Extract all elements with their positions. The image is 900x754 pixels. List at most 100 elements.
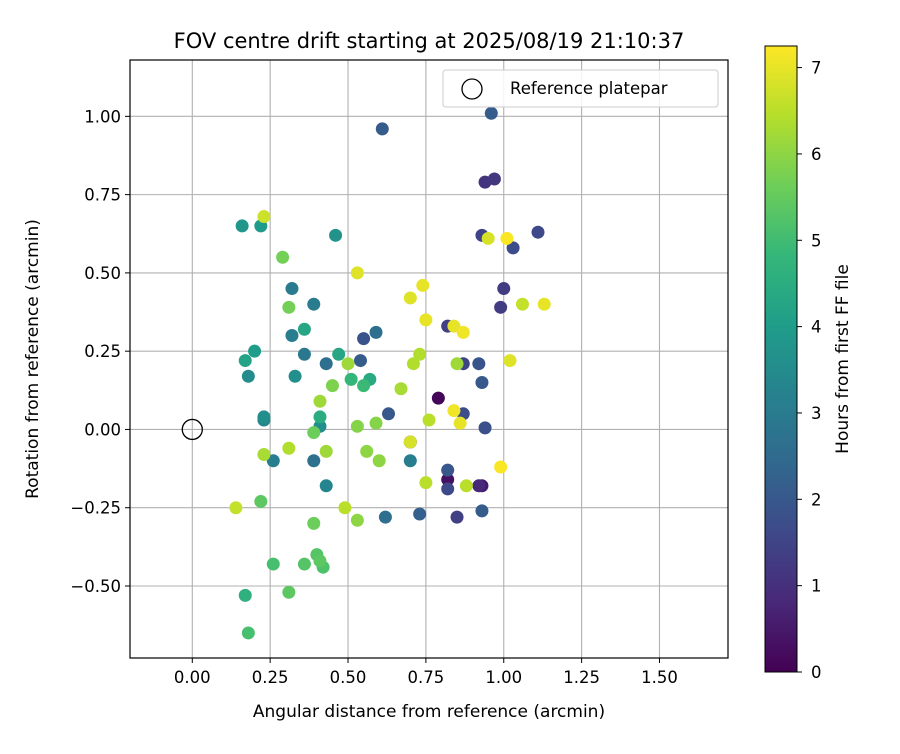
y-tick-label: 0.00 — [84, 420, 121, 439]
data-point — [350, 266, 364, 280]
data-point — [478, 421, 492, 435]
data-point — [475, 504, 489, 518]
data-point — [360, 444, 374, 458]
colorbar-tick-label: 3 — [811, 404, 822, 423]
data-point — [307, 454, 321, 468]
data-point — [307, 297, 321, 311]
data-point — [307, 516, 321, 530]
data-point — [453, 416, 467, 430]
data-point — [515, 297, 529, 311]
data-point — [494, 300, 508, 314]
data-point — [484, 106, 498, 120]
data-point — [319, 444, 333, 458]
data-point — [319, 357, 333, 371]
data-point — [313, 410, 327, 424]
data-point — [503, 354, 517, 368]
data-point — [297, 322, 311, 336]
data-point — [332, 347, 346, 361]
data-point — [285, 282, 299, 296]
data-point — [329, 228, 343, 242]
data-point — [369, 325, 383, 339]
data-point — [282, 300, 296, 314]
x-axis-label: Angular distance from reference (arcmin) — [253, 702, 605, 722]
data-point — [450, 357, 464, 371]
data-point — [537, 297, 551, 311]
y-tick-label: −0.25 — [70, 499, 121, 518]
colorbar-tick-label: 7 — [811, 59, 822, 78]
reference-point-marker — [181, 418, 203, 441]
data-point — [241, 626, 255, 640]
y-tick-label: 0.25 — [84, 342, 121, 361]
data-point — [248, 344, 262, 358]
data-point — [406, 357, 420, 371]
data-point — [282, 441, 296, 455]
data-point — [229, 501, 243, 515]
data-point — [531, 225, 545, 239]
data-point — [431, 391, 445, 405]
data-point — [257, 210, 271, 224]
colorbar-tick-label: 0 — [811, 663, 822, 682]
x-tick-label: 0.25 — [252, 668, 289, 687]
data-point — [350, 419, 364, 433]
data-point — [238, 588, 252, 602]
y-axis-label: Rotation from reference (arcmin) — [23, 219, 43, 499]
data-point — [297, 557, 311, 571]
axis-ticks: 0.00 0.25 0.50 0.75 1.00 1.25 1.50 −0.50 −0.25 0.… — [70, 107, 677, 687]
data-point — [353, 354, 367, 368]
x-tick-label: 1.50 — [641, 668, 678, 687]
data-point — [285, 329, 299, 343]
data-point — [382, 407, 396, 421]
data-point — [307, 426, 321, 440]
data-point — [487, 172, 501, 186]
data-point — [297, 347, 311, 361]
colorbar-tick-label: 1 — [811, 577, 822, 596]
data-point — [266, 454, 280, 468]
colorbar-label: Hours from first FF file — [833, 264, 853, 454]
data-point — [357, 332, 371, 346]
legend-reference-marker — [461, 78, 483, 100]
x-tick-label: 0.75 — [408, 668, 445, 687]
data-point — [257, 447, 271, 461]
data-point — [357, 379, 371, 393]
data-point — [441, 482, 455, 496]
data-point — [313, 394, 327, 408]
data-point — [447, 319, 461, 333]
colorbar-tick-label: 4 — [811, 318, 822, 337]
y-tick-label: −0.50 — [70, 577, 121, 596]
data-point — [475, 375, 489, 389]
legend: Reference platepar — [442, 69, 719, 108]
data-point — [497, 282, 511, 296]
data-point — [403, 291, 417, 305]
x-tick-label: 0.00 — [174, 668, 211, 687]
data-point — [344, 372, 358, 386]
data-point — [341, 357, 355, 371]
data-points — [181, 106, 551, 640]
data-point — [235, 219, 249, 233]
data-point — [254, 494, 268, 508]
data-point — [459, 479, 473, 493]
data-point — [506, 241, 520, 255]
colorbar-gradient — [764, 45, 798, 673]
data-point — [325, 379, 339, 393]
colorbar: 0 1 2 3 4 5 6 7 Hours from first FF file — [764, 45, 853, 682]
data-point — [450, 510, 464, 524]
data-point — [375, 122, 389, 136]
colorbar-tick-label: 2 — [811, 490, 822, 509]
legend-label: Reference platepar — [510, 79, 668, 98]
data-point — [413, 507, 427, 521]
plot-area-frame — [129, 59, 729, 659]
colorbar-tick-label: 5 — [811, 231, 822, 250]
data-point — [416, 278, 430, 292]
data-point — [472, 357, 486, 371]
y-tick-label: 0.50 — [84, 264, 121, 283]
data-point — [288, 369, 302, 383]
data-point — [494, 460, 508, 474]
data-point — [257, 410, 271, 424]
data-point — [238, 354, 252, 368]
data-point — [372, 454, 386, 468]
x-tick-label: 1.25 — [563, 668, 600, 687]
data-point — [481, 231, 495, 245]
data-point — [369, 416, 383, 430]
